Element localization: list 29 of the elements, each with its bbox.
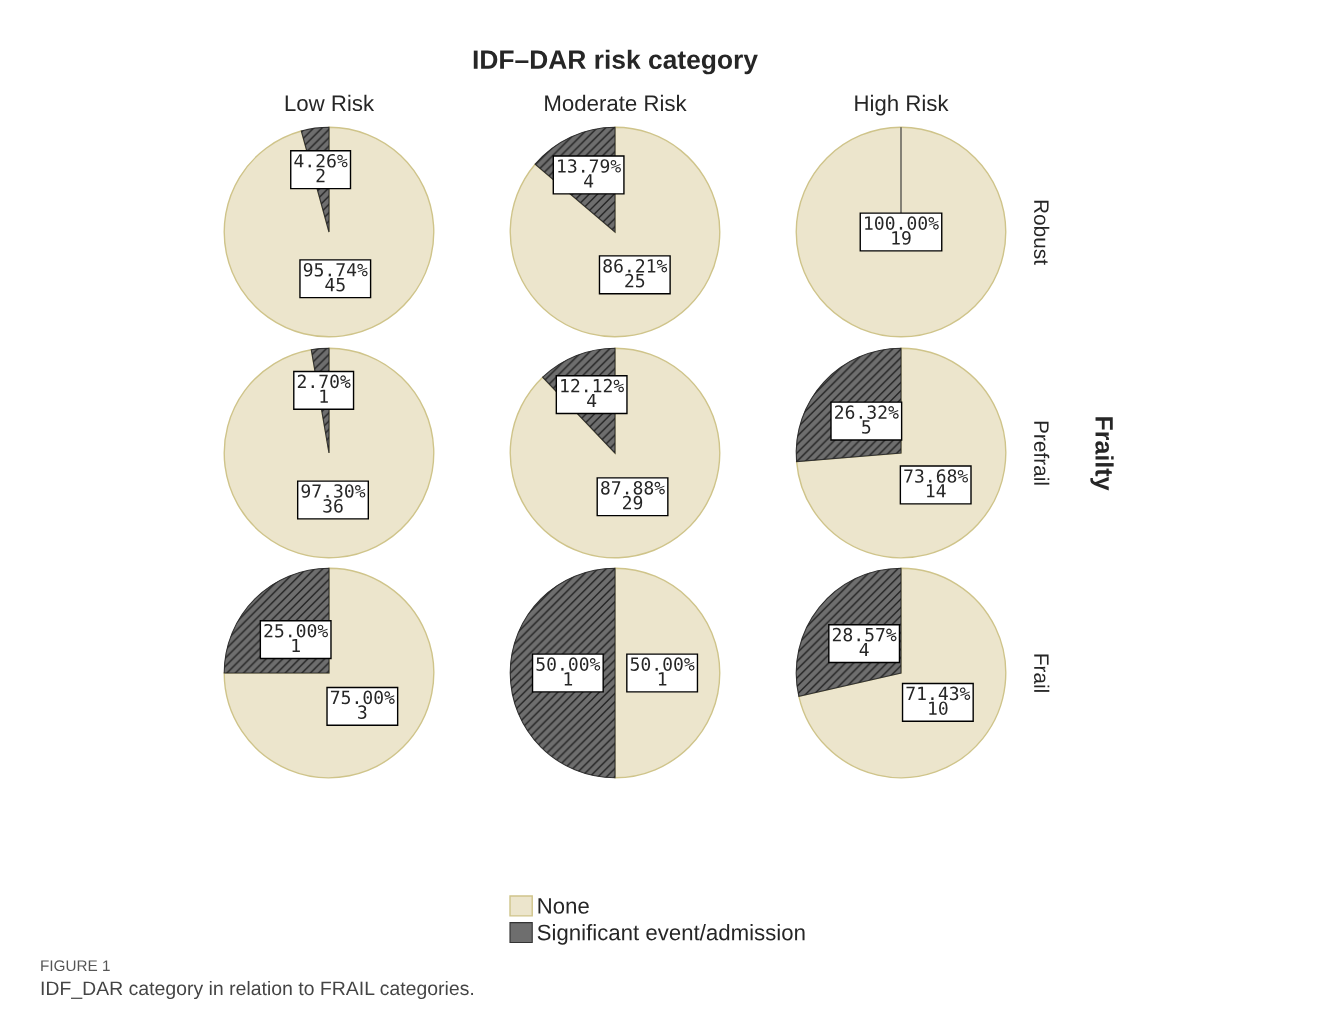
text: IDF–DAR risk category (473, 49, 758, 75)
caption: FIGURE 1 (41, 960, 110, 972)
data-label: 73.68% 14 (904, 469, 969, 498)
data-label: 13.79% 4 (558, 159, 621, 188)
data-label: 86.21% 25 (603, 259, 668, 288)
text: Robust (1034, 200, 1050, 265)
chart-title: Low Risk (285, 94, 375, 112)
text: Frailty (1090, 417, 1114, 491)
data-label: 12.12% 4 (561, 378, 624, 408)
data-label: 87.88% 29 (601, 480, 665, 510)
data-label: 75.00% 3 (330, 690, 395, 720)
text: Frail (1034, 654, 1050, 692)
text: IDF_DAR category in relation to FRAIL categories. (41, 980, 474, 1000)
chart-title: High Risk (855, 94, 949, 116)
data-label: 4.26% 2 (294, 153, 348, 183)
data-label: 25.00% 1 (264, 623, 328, 653)
data-label: 26.32% 5 (835, 405, 899, 434)
data-label: 97.30% 36 (301, 484, 366, 513)
data-label: 71.43% 10 (906, 686, 971, 716)
data-label: 2.70% 1 (297, 374, 351, 403)
data-label: 50.00% 1 (630, 657, 695, 686)
data-label: 50.00% 1 (536, 657, 601, 686)
chart-title: Moderate Risk (545, 94, 687, 112)
data-label: 28.57% 4 (832, 627, 897, 657)
text: Prefrail (1034, 421, 1050, 485)
legend-label: Significant event/admission (537, 924, 805, 945)
data-label: 100.00% 19 (865, 216, 939, 245)
data-label: 95.74% 45 (303, 262, 368, 292)
legend-label: None (538, 898, 589, 914)
